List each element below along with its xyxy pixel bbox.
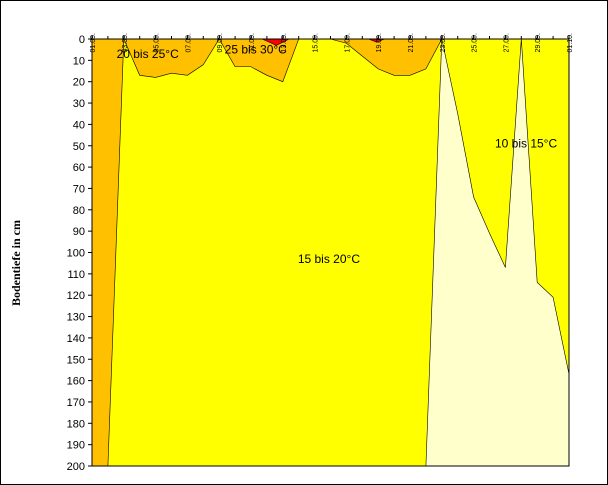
y-tick-label: 190 bbox=[67, 440, 85, 452]
zone-label: 20 bis 25°C bbox=[117, 47, 180, 61]
x-tick-label: 19.09. bbox=[376, 33, 383, 53]
zone-labels: 20 bis 25°C 25 bis 30°C 15 bis 20°C 10 bis … bbox=[117, 43, 558, 266]
x-tick-label: 11.09. bbox=[249, 33, 256, 52]
x-tick-label: 29.09. bbox=[535, 33, 542, 53]
y-tick-label: 10 bbox=[73, 55, 85, 67]
plot-areas bbox=[91, 38, 570, 467]
zone-label: 15 bis 20°C bbox=[298, 252, 361, 266]
x-tick-label: 05.09. bbox=[154, 33, 161, 53]
y-tick-label: 140 bbox=[67, 333, 85, 345]
x-tick-label: 21.09. bbox=[408, 33, 415, 53]
axes: 0 10 20 30 40 50 60 70 80 90 100 110 120 130 140 150 160… bbox=[67, 33, 574, 473]
x-tick-label: 13.09. bbox=[281, 33, 288, 53]
y-tick-label: 80 bbox=[73, 205, 85, 217]
x-tick-label: 01.10. bbox=[567, 33, 574, 53]
x-tick-label: 01.09. bbox=[90, 33, 97, 53]
y-tick-label: 0 bbox=[79, 34, 85, 46]
y-tick-label: 20 bbox=[73, 77, 85, 89]
y-tick-label: 150 bbox=[67, 354, 85, 366]
x-tick-label: 07.09. bbox=[185, 33, 192, 53]
x-tick-label: 09.09. bbox=[217, 33, 224, 53]
y-tick-label: 40 bbox=[73, 119, 85, 131]
x-tick-label: 27.09. bbox=[503, 33, 510, 53]
y-tick-label: 110 bbox=[67, 269, 85, 281]
y-tick-label: 30 bbox=[73, 98, 85, 110]
x-tick-label: 03.09. bbox=[122, 33, 129, 53]
x-tick-label: 23.09. bbox=[440, 33, 447, 53]
x-tick-label: 17.09. bbox=[344, 33, 351, 53]
zone-label: 25 bis 30°C bbox=[225, 43, 288, 57]
x-tick-label: 25.09. bbox=[472, 33, 479, 53]
y-tick-label: 170 bbox=[67, 397, 85, 409]
y-axis-title: Bodentiefe in cm bbox=[9, 220, 23, 306]
y-tick-label: 120 bbox=[67, 290, 85, 302]
y-tick-label: 200 bbox=[67, 461, 85, 473]
y-tick-label: 60 bbox=[73, 162, 85, 174]
y-tick-label: 180 bbox=[67, 418, 85, 430]
x-tick-label: 15.09. bbox=[313, 33, 320, 53]
y-tick-label: 90 bbox=[73, 226, 85, 238]
zone-label: 10 bis 15°C bbox=[495, 137, 558, 151]
y-tick-label: 100 bbox=[67, 248, 85, 260]
y-tick-label: 130 bbox=[67, 312, 85, 324]
y-tick-label: 70 bbox=[73, 183, 85, 195]
y-tick-label: 50 bbox=[73, 141, 85, 153]
y-tick-label: 160 bbox=[67, 376, 85, 388]
